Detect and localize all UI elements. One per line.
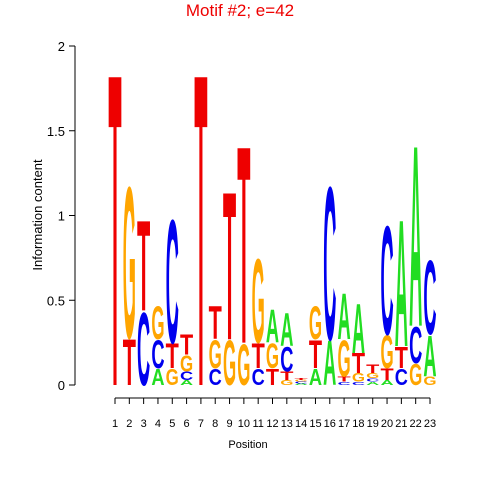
x-axis-label: Position [228,439,267,451]
letter: C [338,381,352,386]
letter: T [237,89,250,403]
letter: A [352,288,365,367]
x-tick-label: 14 [295,418,307,430]
x-tick-label: 2 [126,418,132,430]
letter: G [423,375,436,388]
x-tick-label: 20 [381,418,393,430]
chart-title: Motif #2; e=42 [186,1,294,20]
letter: A [151,365,164,391]
letter: T [280,369,294,383]
letter: G [309,298,322,350]
letter: A [309,365,322,391]
x-tick-label: 12 [266,418,278,430]
letter: T [180,330,194,361]
x-tick-label: 10 [238,418,250,430]
x-tick-label: 3 [141,418,147,430]
letter: C [137,292,150,408]
letter: T [366,362,380,376]
y-tick-label: 2 [58,39,65,54]
x-tick-label: 18 [352,418,364,430]
letter: G [151,298,164,350]
letter: G [180,351,193,377]
letter: G [409,359,422,392]
letter: G [266,336,279,376]
letter: C [209,365,222,391]
letter: T [166,338,179,377]
letter: A [338,281,351,355]
letter: C [280,340,293,379]
letter: T [309,332,322,377]
y-axis-label: Information content [30,159,45,271]
letter: A [180,378,193,386]
letter: T [352,348,366,379]
letter: C [423,239,436,357]
x-tick-label: 4 [155,418,161,430]
x-tick-label: 13 [281,418,293,430]
letter: C [151,332,164,377]
x-tick-label: 11 [252,418,263,430]
letter: C [366,377,380,382]
letter: T [295,378,309,381]
letter: G [223,328,236,399]
letter: A [409,91,422,380]
y-tick-label: 1.5 [47,124,65,139]
y-tick-label: 1 [58,209,65,224]
x-tick-label: 16 [324,418,336,430]
letter: T [380,366,393,384]
letter: G [209,332,222,378]
letter: G [366,372,379,380]
x-tick-label: 6 [184,418,190,430]
letter: G [352,372,365,385]
letter: T [137,193,150,338]
letter: G [338,331,351,389]
letter: T [338,375,351,383]
letter: G [380,327,393,379]
x-tick-label: 23 [424,418,436,430]
letter: A [395,183,408,386]
x-tick-label: 21 [395,418,407,430]
letter: G [166,364,179,390]
x-tick-label: 1 [112,418,118,430]
letter: C [295,381,309,384]
letter: A [423,325,436,390]
letter: T [223,148,236,384]
letter: T [209,297,222,350]
letter: T [266,364,279,390]
letter: G [237,333,250,398]
x-tick-label: 8 [212,418,218,430]
letter: G [123,142,136,385]
letter: G [295,379,308,382]
x-tick-label: 22 [410,418,422,430]
letter: C [323,141,336,386]
letter: A [380,378,393,386]
y-tick-label: 0.5 [47,293,65,308]
x-tick-label: 7 [198,418,204,430]
letter: C [352,381,366,386]
letter: T [194,0,207,480]
letter: A [323,328,336,399]
letter: T [123,327,136,400]
letter: T [395,340,408,375]
letter: C [380,195,393,368]
x-tick-label: 9 [226,418,232,430]
letter: T [252,338,265,377]
letter: C [166,182,179,380]
letter: A [366,381,380,386]
letter: T [108,0,121,480]
x-tick-label: 5 [169,418,175,430]
x-tick-label: 19 [367,418,379,430]
letter: C [395,365,408,391]
letter: A [280,304,293,357]
letter: A [266,300,279,353]
y-tick-label: 0 [58,378,65,393]
x-tick-label: 15 [309,418,321,430]
letter: C [180,370,193,383]
letter: C [252,365,265,391]
letter: G [252,235,265,369]
letter: C [409,318,422,375]
letter: G [280,378,293,386]
x-tick-label: 17 [338,418,350,430]
letter: A [295,383,309,386]
